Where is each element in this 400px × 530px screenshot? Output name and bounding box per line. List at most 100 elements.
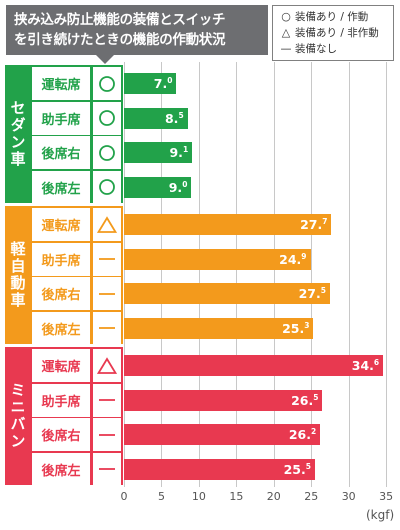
status-mark xyxy=(93,136,121,170)
seat-label: 助手席 xyxy=(32,242,90,276)
bar-value-integer: 24. xyxy=(279,251,302,267)
bar-value-integer: 27. xyxy=(300,217,323,232)
bar xyxy=(124,73,177,94)
dash-icon xyxy=(99,258,115,260)
bar-value-label: 27.7 xyxy=(271,217,327,232)
chart-title-line1: 挟み込み防止機能の装備とスイッチ xyxy=(14,12,226,28)
bar xyxy=(124,355,384,376)
bar-value-label: 24.9 xyxy=(251,251,307,267)
bar-value-decimal: 0 xyxy=(167,76,173,85)
x-tick-label: 30 xyxy=(341,490,356,503)
status-mark xyxy=(93,311,121,345)
x-tick-label: 20 xyxy=(266,490,281,503)
bar-value-label: 34.6 xyxy=(323,358,379,373)
bar-value-label: 26.5 xyxy=(262,393,318,408)
bar xyxy=(124,142,193,164)
bar-value-decimal: 3 xyxy=(304,320,310,330)
chart-title-line2: を引き続けたときの機能の作動状況 xyxy=(14,32,226,48)
bar-value-integer: 26. xyxy=(288,427,312,443)
triangle-icon: △ xyxy=(281,26,291,39)
legend-label: 装備なし xyxy=(295,43,337,55)
legend-label: 装備あり / 作動 xyxy=(295,11,369,23)
x-tick-label: 0 xyxy=(120,490,128,503)
bar xyxy=(124,176,192,198)
group-label: ミニバン xyxy=(7,347,29,485)
bar-value-integer: 9. xyxy=(169,145,183,161)
x-tick-label: 10 xyxy=(191,490,206,503)
bar xyxy=(124,107,188,129)
status-mark xyxy=(93,170,121,204)
status-mark xyxy=(93,208,121,241)
status-mark xyxy=(93,101,121,135)
bar xyxy=(124,248,311,270)
status-mark xyxy=(93,418,121,452)
dash-icon xyxy=(99,327,115,330)
grid-line xyxy=(386,62,388,487)
bar-value-label: 25.3 xyxy=(253,321,309,336)
seat-label: 運転席 xyxy=(32,208,90,241)
group-label-text: ミニバン xyxy=(8,382,27,450)
chart-title: 挟み込み防止機能の装備とスイッチ を引き続けたときの機能の作動状況 xyxy=(6,5,268,64)
x-axis-unit: (kgf) xyxy=(366,508,395,522)
dash-icon xyxy=(99,433,115,436)
bar-value-integer: 25. xyxy=(283,461,306,477)
x-tick-label: 5 xyxy=(157,490,165,503)
legend-label: 装備あり / 非作動 xyxy=(295,27,379,39)
grid-line xyxy=(348,62,350,487)
bar xyxy=(124,317,314,339)
bar-value-integer: 27. xyxy=(298,286,321,302)
grid-line xyxy=(198,62,200,487)
bar-value-decimal: 0 xyxy=(182,179,188,189)
seat-label: 助手席 xyxy=(32,101,90,135)
bar-value-decimal: 5 xyxy=(305,461,311,471)
bar-value-integer: 26. xyxy=(291,392,314,408)
bar xyxy=(124,283,330,305)
grid-line xyxy=(161,62,163,487)
x-tick-label: 15 xyxy=(229,490,244,503)
status-mark xyxy=(93,277,121,311)
bar-value-decimal: 5 xyxy=(313,392,319,402)
bar-value-decimal: 1 xyxy=(182,145,189,155)
dash-icon xyxy=(99,399,115,401)
status-mark xyxy=(93,383,121,417)
dash-icon: — xyxy=(280,42,292,55)
dash-icon xyxy=(99,468,115,471)
x-tick-label: 25 xyxy=(304,490,319,503)
bar-value-label: 7.0 xyxy=(116,76,173,91)
bar xyxy=(124,424,321,446)
legend-item-none: — 装備なし xyxy=(279,41,393,57)
group-label-text: 軽自動車 xyxy=(8,241,27,309)
seat-label: 後席左 xyxy=(32,452,90,486)
grid-line xyxy=(273,62,275,487)
x-tick-label: 35 xyxy=(379,490,394,503)
bar-value-integer: 8. xyxy=(164,110,179,126)
group-label: セダン車 xyxy=(7,65,29,203)
title-arrow-icon xyxy=(96,55,114,64)
seat-label: 後席左 xyxy=(32,311,90,345)
bar-value-label: 9.0 xyxy=(131,179,188,195)
group-label-text: セダン車 xyxy=(8,100,27,168)
bar-value-integer: 34. xyxy=(351,358,374,373)
bar-value-decimal: 9 xyxy=(301,251,307,261)
bar-value-decimal: 5 xyxy=(320,286,326,296)
bar-value-decimal: 2 xyxy=(311,427,317,437)
legend: ○ 装備あり / 作動 △ 装備あり / 非作動 — 装備なし xyxy=(272,5,394,61)
circle-icon: ○ xyxy=(281,10,291,23)
bar-value-label: 9.1 xyxy=(132,145,188,160)
circle-icon xyxy=(99,75,115,92)
status-mark xyxy=(93,349,121,382)
seat-label: 後席右 xyxy=(32,136,90,170)
triangle-icon xyxy=(97,356,117,374)
group-label: 軽自動車 xyxy=(7,206,29,344)
grid-line xyxy=(124,62,125,487)
legend-item-inactive: △ 装備あり / 非作動 xyxy=(279,25,393,41)
bar-value-decimal: 7 xyxy=(322,217,328,226)
circle-icon xyxy=(99,179,115,196)
bar-value-label: 27.5 xyxy=(270,286,326,301)
bar-value-integer: 25. xyxy=(282,320,305,336)
grid-line xyxy=(311,62,313,487)
triangle-icon xyxy=(97,215,117,233)
seat-label: 運転席 xyxy=(32,349,90,382)
bar-value-integer: 9. xyxy=(168,179,183,195)
bar-value-label: 25.5 xyxy=(255,462,311,477)
